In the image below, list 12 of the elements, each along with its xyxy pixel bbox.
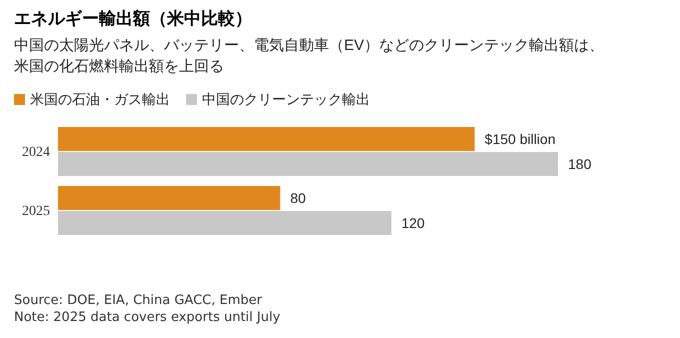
y-tick-label: 2024	[22, 145, 50, 160]
chart-title: エネルギー輸出額（米中比較）	[14, 9, 252, 28]
data-label: 80	[290, 190, 306, 206]
data-label: $150 billion	[484, 131, 556, 147]
y-tick-label: 2025	[22, 204, 50, 219]
source-note: Source: DOE, EIA, China GACC, Ember	[14, 293, 263, 308]
data-label: 180	[568, 156, 592, 172]
chart-subtitle: 中国の太陽光パネル、バッテリー、電気自動車（EV）などのクリーンテック輸出額は、米国の化石燃料輸出額を上回る	[14, 37, 604, 75]
legend-item: 米国の石油・ガス輸出	[14, 91, 170, 107]
legend-item: 中国のクリーンテック輸出	[186, 91, 370, 107]
text: Note: 2025 data covers exports until July	[14, 310, 281, 325]
data-label: 120	[401, 215, 425, 231]
